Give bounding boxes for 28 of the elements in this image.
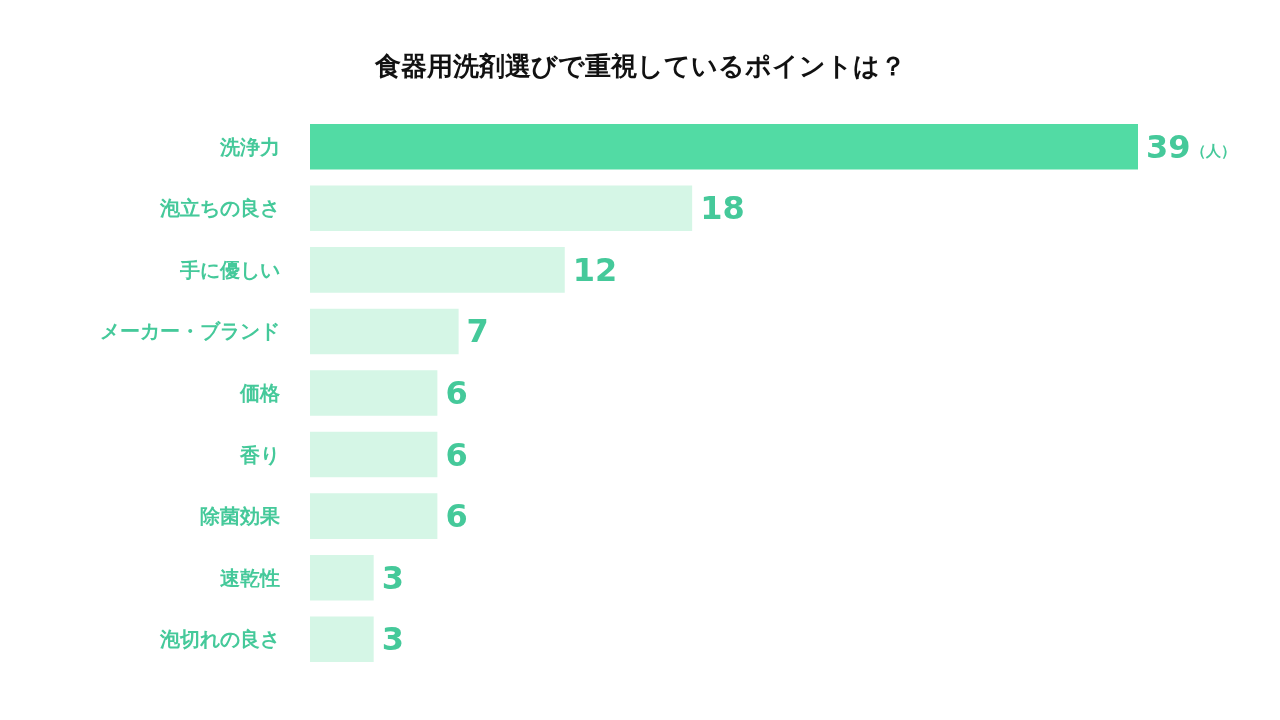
- data-label: 12: [572, 250, 618, 289]
- bar: [310, 616, 374, 662]
- bar: [310, 308, 459, 355]
- data-label: 3: [381, 558, 404, 597]
- data-label: 3: [381, 620, 404, 659]
- bar: [310, 493, 438, 539]
- data-label: 6: [445, 435, 468, 474]
- y-tick-label: 香り: [239, 442, 280, 467]
- bar: [310, 185, 693, 232]
- chart-title: 食器用洗剤選びで重視しているポイントは？: [373, 51, 906, 81]
- y-tick-label: 手に優しい: [179, 257, 280, 282]
- y-tick-label: 泡立ちの良さ: [159, 196, 280, 221]
- data-label: 6: [445, 374, 468, 412]
- y-tick-label: メーカー・ブランド: [100, 319, 280, 344]
- bar: [310, 370, 438, 416]
- data-label: 39（人）: [1146, 127, 1236, 166]
- y-tick-label: 価格: [239, 381, 281, 405]
- bar: [310, 554, 374, 601]
- y-tick-label: 洗浄力: [219, 134, 280, 159]
- y-tick-label: 速乾性: [220, 565, 280, 590]
- bar: [310, 247, 565, 293]
- bar: [310, 431, 438, 478]
- y-tick-label: 除菌効果: [200, 504, 281, 529]
- y-tick-label: 泡切れの良さ: [159, 627, 280, 652]
- data-label: 7: [466, 312, 489, 351]
- bar: [310, 124, 1138, 170]
- data-label: 18: [700, 189, 745, 228]
- data-label: 6: [445, 497, 468, 536]
